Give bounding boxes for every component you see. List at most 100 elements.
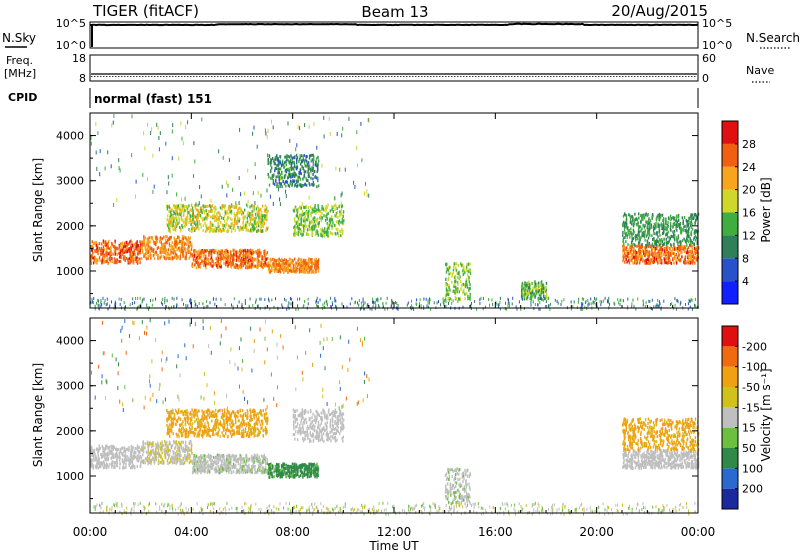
heatmap-cell [170, 257, 172, 261]
heatmap-cell [629, 235, 631, 239]
heatmap-cell [652, 228, 655, 232]
heatmap-cell [452, 268, 455, 272]
heatmap-cell [131, 447, 134, 451]
heatmap-cell [309, 212, 312, 216]
heatmap-cell [317, 164, 319, 168]
heatmap-cell [335, 232, 337, 236]
heatmap-cell [323, 134, 325, 139]
heatmap-cell [258, 259, 260, 263]
heatmap-cell [204, 260, 206, 264]
heatmap-cell [99, 172, 101, 177]
heatmap-cell [123, 301, 125, 305]
heatmap-cell [234, 205, 237, 209]
heatmap-cell [139, 464, 142, 468]
heatmap-cell [632, 253, 634, 257]
heatmap-cell [335, 220, 338, 224]
heatmap-cell [194, 159, 196, 164]
heatmap-cell [651, 225, 653, 229]
heatmap-cell [607, 300, 608, 304]
heatmap-cell [334, 299, 336, 303]
heatmap-cell [174, 216, 176, 220]
heatmap-cell [229, 261, 231, 265]
heatmap-cell [235, 201, 237, 206]
heatmap-cell [645, 243, 647, 247]
heatmap-cell [202, 261, 204, 265]
heatmap-cell [667, 246, 669, 250]
heatmap-cell [213, 215, 215, 219]
heatmap-cell [194, 258, 196, 262]
heatmap-cell [372, 300, 373, 304]
heatmap-cell [98, 299, 99, 303]
heatmap-cell [309, 154, 311, 158]
heatmap-cell [319, 298, 321, 302]
heatmap-cell [474, 300, 476, 303]
heatmap-cell [97, 303, 99, 307]
heatmap-cell [261, 224, 263, 228]
heatmap-cell [665, 222, 667, 226]
heatmap-cell [330, 296, 332, 300]
heatmap-cell [122, 251, 124, 255]
heatmap-cell [108, 247, 110, 251]
heatmap-cell [161, 250, 163, 254]
heatmap-cell [291, 160, 294, 164]
heatmap-cell [695, 214, 698, 218]
heatmap-cell [253, 220, 256, 224]
heatmap-cell [625, 225, 628, 229]
heatmap-cell [311, 258, 313, 262]
heatmap-cell [180, 211, 182, 215]
heatmap-cell [307, 259, 309, 263]
heatmap-cell [271, 267, 273, 271]
heatmap-cell [265, 258, 267, 262]
heatmap-cell [454, 289, 456, 293]
heatmap-cell [106, 246, 108, 250]
heatmap-cell [100, 456, 103, 459]
heatmap-cell [274, 268, 277, 271]
heatmap-cell [507, 304, 509, 308]
heatmap-cell [157, 125, 159, 130]
heatmap-cell [689, 299, 691, 303]
heatmap-cell [659, 238, 661, 242]
heatmap-cell [236, 211, 238, 215]
heatmap-cell [133, 249, 136, 252]
heatmap-cell [684, 246, 686, 250]
heatmap-cell [447, 296, 449, 300]
heatmap-cell [451, 274, 453, 278]
heatmap-cell [310, 228, 313, 232]
heatmap-cell [449, 288, 451, 292]
heatmap-cell [211, 210, 213, 214]
heatmap-cell [572, 305, 574, 309]
heatmap-cell [96, 462, 98, 466]
heatmap-cell [261, 260, 263, 263]
heatmap-cell [260, 217, 262, 221]
heatmap-cell [293, 267, 296, 271]
heatmap-cell [172, 220, 174, 224]
heatmap-cell [695, 251, 697, 255]
heatmap-cell [522, 297, 524, 301]
heatmap-cell [447, 278, 449, 282]
heatmap-cell [118, 458, 121, 462]
heatmap-cell [301, 183, 304, 187]
heatmap-cell [690, 299, 692, 303]
power-y-tick-label: 4000 [56, 130, 84, 143]
heatmap-cell [419, 298, 421, 302]
heatmap-cell [102, 245, 105, 249]
heatmap-cell [508, 298, 509, 302]
heatmap-cell [144, 246, 146, 250]
heatmap-cell [221, 203, 223, 207]
heatmap-cell [649, 226, 651, 230]
heatmap-cell [627, 297, 629, 301]
heatmap-cell [300, 218, 302, 221]
heatmap-cell [195, 208, 198, 212]
heatmap-cell [177, 204, 180, 208]
heatmap-cell [334, 196, 336, 201]
heatmap-cell [325, 214, 327, 218]
heatmap-cell [341, 302, 343, 306]
heatmap-cell [607, 300, 609, 304]
heatmap-cell [262, 257, 264, 261]
heatmap-cell [634, 249, 637, 253]
heatmap-cell [116, 258, 118, 262]
heatmap-cell [670, 249, 672, 253]
heatmap-cell [655, 225, 657, 229]
heatmap-cell [673, 261, 675, 265]
